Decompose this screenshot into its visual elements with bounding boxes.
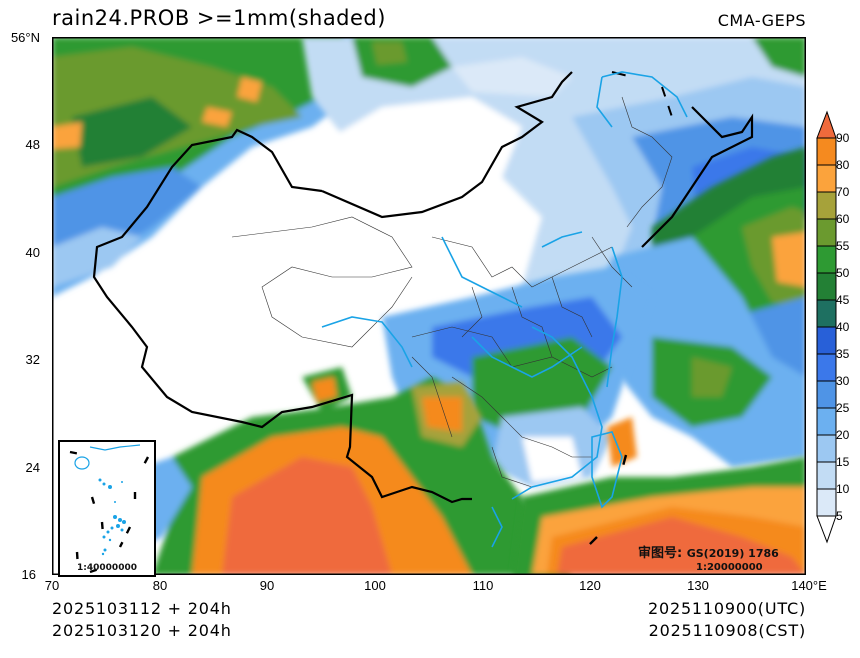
lon-tick-70: 70: [44, 578, 60, 593]
colorbar-label-70: 70: [836, 185, 850, 199]
colorbar-label-5: 5: [836, 509, 843, 523]
valid-time-cst: 2025110908(CST): [648, 621, 806, 640]
lat-tick-56: 56°N: [10, 30, 40, 45]
colorbar-label-40: 40: [836, 320, 850, 334]
colorbar-label-25: 25: [836, 401, 850, 415]
lon-tick-80: 80: [152, 578, 168, 593]
probability-map: [52, 37, 806, 575]
main-scale-text: 1:20000000: [696, 562, 763, 573]
lat-tick-32: 32: [25, 352, 40, 367]
inset-scale-text: 1:40000000: [77, 563, 137, 573]
lon-tick-130: 130: [687, 578, 709, 593]
init-time-utc: 2025103112 + 204h: [52, 599, 232, 618]
map-title: rain24.PROB >=1mm(shaded): [52, 6, 386, 30]
init-time-cst: 2025103120 + 204h: [52, 621, 232, 640]
colorbar-label-45: 45: [836, 293, 850, 307]
colorbar-label-15: 15: [836, 455, 850, 469]
lon-tick-140: 140°E: [791, 578, 827, 593]
lon-tick-100: 100: [364, 578, 386, 593]
valid-time-utc: 2025110900(UTC): [648, 599, 806, 618]
colorbar-label-90: 90: [836, 131, 850, 145]
lat-tick-40: 40: [25, 245, 40, 260]
colorbar-label-35: 35: [836, 347, 850, 361]
lon-tick-110: 110: [472, 578, 494, 593]
lon-tick-120: 120: [579, 578, 601, 593]
colorbar-label-20: 20: [836, 428, 850, 442]
colorbar-label-30: 30: [836, 374, 850, 388]
colorbar-label-80: 80: [836, 158, 850, 172]
lat-tick-16: 16: [21, 567, 36, 582]
lat-tick-24: 24: [25, 460, 40, 475]
colorbar: [816, 110, 837, 544]
colorbar-label-60: 60: [836, 212, 850, 226]
lon-tick-90: 90: [259, 578, 275, 593]
south-china-sea-inset: 1:40000000: [58, 440, 156, 577]
init-time-block: 2025103112 + 204h 2025103120 + 204h: [52, 598, 232, 642]
model-name: CMA-GEPS: [717, 11, 806, 30]
colorbar-label-55: 55: [836, 239, 850, 253]
review-number-label: 审图号:: [638, 546, 683, 561]
map-review-number: 审图号: GS(2019) 1786: [638, 542, 779, 561]
review-number-code: GS(2019) 1786: [686, 547, 779, 560]
china-border: [92, 128, 472, 504]
colorbar-label-10: 10: [836, 482, 850, 496]
lat-tick-48: 48: [25, 137, 40, 152]
valid-time-block: 2025110900(UTC) 2025110908(CST): [648, 598, 806, 642]
colorbar-label-50: 50: [836, 266, 850, 280]
inset-map: [69, 444, 150, 574]
